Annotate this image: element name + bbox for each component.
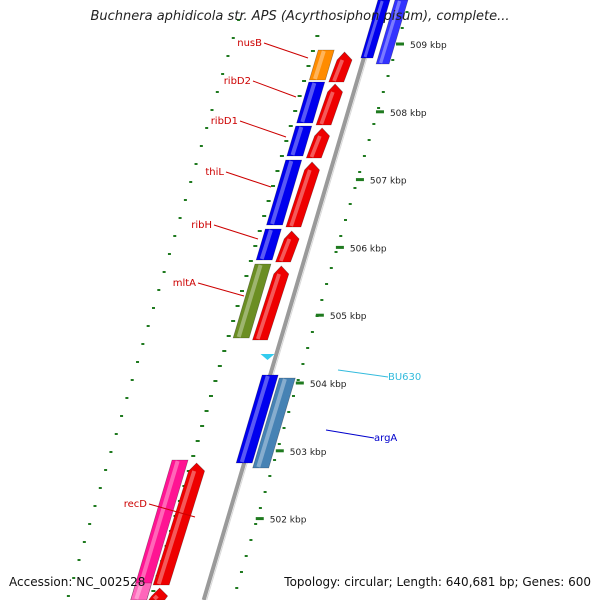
gene-bar-thiL-shade (270, 160, 294, 225)
gene-bar-thiL (266, 159, 303, 226)
gene-arrow-nusB-shade (332, 59, 345, 82)
gene-bar-ribD2-shade (300, 82, 317, 123)
leader-ribD1 (239, 120, 287, 138)
gene-arrow-ribH (275, 230, 300, 263)
gene-label-ribH: ribH (191, 220, 212, 231)
leader-mltA (197, 282, 245, 297)
gene-bar-top-blue (360, 0, 391, 59)
label-leaders (148, 42, 389, 518)
gene-arrow-ribD2-shade (319, 91, 335, 125)
gene-bar-ribD1 (286, 125, 313, 157)
gene-arrow-mltA-shade (255, 273, 281, 340)
leader-ribH (213, 224, 259, 240)
gene-bar-top-blue-2 (375, 0, 409, 65)
gene-bar-mltA (232, 263, 272, 339)
leader-thiL (225, 171, 272, 188)
gene-bar-ribH (255, 228, 282, 261)
gene-bar-recD (130, 459, 189, 600)
gene-label-ribD2: ribD2 (224, 76, 251, 87)
scale-label: 505 kbp (330, 312, 367, 322)
gene-bar-ribH-shade (259, 229, 273, 260)
leader-argA (325, 429, 375, 439)
gene-labels: nusB ribD2 ribD1 thiL ribH mltA BU630 argA recD (124, 38, 422, 510)
scale-label: 507 kbp (370, 177, 407, 187)
scale-labels: 509 kbp 508 kbp 507 kbp 506 kbp 505 kbp 504 k… (255, 41, 447, 526)
accession-text: Accession: NC_002528 (9, 575, 146, 589)
gene-bar-argA (252, 377, 296, 469)
gene-features (130, 0, 409, 600)
gene-label-nusB: nusB (237, 38, 262, 49)
gene-arrow-mltA (252, 265, 290, 341)
gene-arrow-thiL-shade (289, 169, 312, 227)
leader-nusB (263, 42, 309, 59)
topology-text: Topology: circular; Length: 640,681 bp; … (284, 575, 591, 589)
scale-label: 508 kbp (390, 109, 427, 119)
gene-bar-argA-blue (235, 374, 279, 464)
leader-BU630 (337, 369, 389, 378)
backbone-highlight (206, 0, 385, 600)
gene-arrow-ribD1-shade (309, 135, 322, 158)
gene-marker-BU630 (260, 354, 275, 360)
gene-label-ribD1: ribD1 (211, 116, 238, 127)
map-title: Buchnera aphidicola str. APS (Acyrthosip… (90, 9, 510, 24)
leader-recD (148, 503, 196, 518)
scale-label: 506 kbp (350, 244, 387, 254)
gene-bar-top-blue-2-shade (379, 0, 402, 64)
gene-bar-ribD2 (296, 81, 326, 124)
gene-bar-mltA-shade (236, 264, 263, 338)
gene-arrow-thiL (285, 161, 320, 228)
gene-arrow-recD-next-shade (152, 594, 159, 600)
gene-arrow-ribD1 (305, 127, 330, 159)
gene-bar-argA-blue-shade (239, 375, 270, 463)
backbone (201, 0, 385, 600)
gene-bar-recD-shade (134, 460, 180, 600)
gene-bar-nusB (308, 49, 335, 81)
gene-arrow-recD-next (148, 587, 169, 600)
scale-label: 503 kbp (290, 448, 327, 458)
gene-bar-nusB-shade (313, 50, 326, 80)
gene-arrow-ribD2 (315, 83, 343, 126)
backbone-line (201, 0, 383, 600)
scale-label: 509 kbp (410, 41, 447, 51)
gene-label-argA: argA (374, 433, 397, 444)
scale-label: 504 kbp (310, 380, 347, 390)
gene-bar-recD-next (130, 582, 153, 600)
gene-bar-top-blue-shade (363, 0, 384, 58)
tick-marks (66, 11, 409, 597)
gene-arrow-ribH-shade (279, 238, 292, 262)
gene-label-thiL: thiL (205, 167, 224, 178)
gene-label-BU630: BU630 (388, 372, 421, 383)
gene-label-mltA: mltA (173, 278, 196, 289)
gene-label-recD: recD (124, 499, 148, 510)
gene-arrow-nusB (328, 51, 353, 83)
leader-ribD2 (252, 80, 297, 98)
gene-arrow-recD (152, 462, 205, 586)
gene-arrow-recD-shade (156, 470, 197, 585)
gene-bar-recD-next-shade (134, 583, 144, 600)
gene-bar-ribD1-shade (290, 126, 304, 156)
scale-label: 502 kbp (270, 516, 307, 526)
gene-bar-argA-shade (256, 378, 287, 468)
